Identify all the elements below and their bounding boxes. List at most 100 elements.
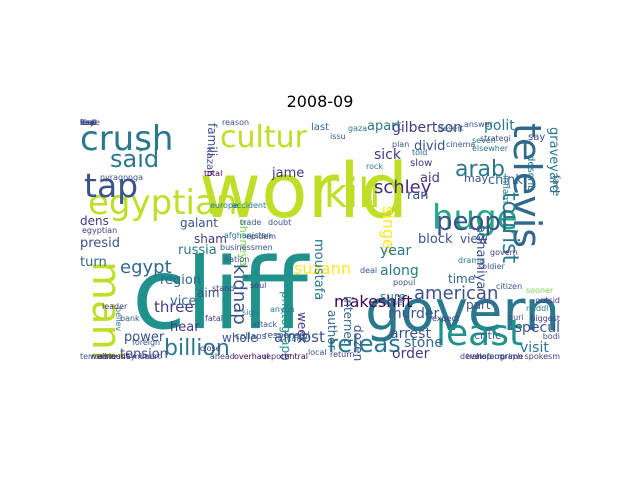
cloud-word: prime	[500, 352, 524, 361]
cloud-word: three	[154, 298, 194, 316]
cloud-word: trade	[240, 218, 262, 227]
cloud-word: turn	[80, 255, 107, 270]
cloud-word: stand	[212, 284, 235, 293]
cloud-word: view	[460, 232, 488, 246]
chart-title: 2008-09	[286, 92, 354, 111]
cloud-word: govern	[490, 248, 518, 257]
cloud-word: specul	[514, 320, 560, 336]
cloud-word: attack	[252, 320, 278, 329]
cloud-word: aid	[420, 171, 440, 186]
cloud-word: moustafa	[311, 239, 326, 301]
cloud-word: sign	[242, 308, 259, 317]
cloud-word: makeshift	[334, 292, 413, 311]
cloud-word: businessmen	[220, 243, 273, 252]
cloud-word: along	[380, 263, 419, 279]
cloud-word: deal	[360, 266, 378, 275]
cloud-word: critic	[474, 329, 502, 342]
cloud-word: crush	[80, 119, 174, 159]
cloud-word: photograph	[279, 291, 293, 361]
cloud-word: almost	[274, 328, 325, 346]
cloud-word: galant	[180, 216, 218, 230]
cloud-word: american	[414, 283, 499, 304]
cloud-word: cliff	[132, 238, 308, 352]
cloud-word: dens	[80, 214, 109, 228]
cloud-word: kill	[324, 171, 381, 217]
cloud-word: last	[311, 122, 330, 133]
cloud-word: describ	[525, 155, 536, 192]
cloud-word: arrest	[390, 326, 431, 342]
cloud-word: middl	[526, 304, 549, 313]
cloud-word: mine	[382, 298, 403, 307]
cloud-word: suzann	[294, 259, 351, 278]
cloud-word: nyragonga	[100, 173, 144, 182]
cloud-word: answer	[464, 120, 493, 129]
cloud-word: report	[263, 352, 288, 361]
cloud-word: minut	[132, 352, 156, 361]
cloud-word: egyptian	[88, 183, 238, 223]
cloud-word: peopl	[436, 207, 509, 237]
cloud-word: cultur	[220, 120, 307, 155]
cloud-word: fatal	[205, 314, 223, 323]
cloud-word: russia	[178, 243, 217, 258]
cloud-word: block	[418, 232, 453, 247]
cloud-word: huge	[432, 198, 518, 238]
cloud-word: anyon	[270, 305, 295, 314]
cloud-word: hear	[170, 320, 200, 335]
cloud-word: visit	[520, 340, 549, 356]
cloud-word: lost	[80, 118, 95, 127]
cloud-word: famili	[205, 123, 219, 157]
cloud-word: rock	[366, 162, 384, 171]
cloud-word: doubt	[268, 218, 292, 227]
cloud-word: vice	[170, 294, 197, 309]
cloud-word: amount	[98, 352, 129, 361]
cloud-word: outsid	[535, 296, 560, 305]
cloud-word: fear	[80, 118, 96, 127]
cloud-word: stone	[404, 335, 443, 351]
cloud-word: billion	[164, 336, 230, 361]
cloud-word: elsewher	[472, 144, 509, 153]
cloud-word: say	[528, 132, 546, 143]
cloud-word: polit	[484, 118, 515, 134]
cloud-word: face	[550, 175, 561, 197]
cloud-word: strategi	[480, 134, 511, 143]
cloud-word: total	[204, 169, 223, 178]
cloud-word: cinema	[446, 140, 476, 149]
cloud-word: author	[325, 310, 339, 350]
cloud-word: slow	[410, 158, 433, 169]
cloud-word: buri	[508, 313, 524, 322]
cloud-word: seven	[472, 136, 496, 145]
cloud-word: citizen	[496, 282, 523, 291]
cloud-word: expect	[432, 314, 460, 323]
cloud-word: leader	[102, 302, 128, 311]
cloud-word: ran	[407, 188, 429, 203]
cloud-word: tap	[84, 166, 139, 205]
cloud-word: murder	[388, 306, 440, 322]
cloud-word: part	[466, 298, 491, 312]
cloud-word: region	[160, 273, 202, 288]
cloud-word: transform	[466, 352, 506, 361]
cloud-word: popul	[393, 278, 416, 287]
cloud-word: world	[199, 146, 409, 235]
cloud-word: said	[110, 145, 160, 173]
cloud-word: wednesday	[90, 352, 136, 361]
cloud-word: new	[80, 118, 97, 127]
cloud-word: egyptian	[82, 226, 118, 235]
cloud-word: may	[464, 172, 488, 185]
cloud-word: divid	[414, 139, 446, 154]
cloud-word: told	[412, 148, 428, 157]
cloud-word: soul	[250, 281, 267, 290]
cloud-word: choreograph	[472, 352, 523, 361]
cloud-word: day	[80, 118, 95, 127]
cloud-word: ahead	[210, 352, 235, 361]
cloud-word: drama	[458, 256, 484, 265]
cloud-word: return	[330, 350, 355, 359]
cloud-word: epidem	[246, 232, 277, 241]
cloud-word: order	[392, 346, 430, 362]
cloud-word: sure	[380, 290, 406, 304]
cloud-word: accident	[232, 201, 267, 210]
cloud-word: desert	[438, 124, 464, 133]
cloud-word: kind	[80, 118, 98, 127]
cloud-word: local	[308, 348, 327, 357]
cloud-word: whole	[222, 331, 258, 345]
cloud-word: sick	[374, 147, 401, 163]
